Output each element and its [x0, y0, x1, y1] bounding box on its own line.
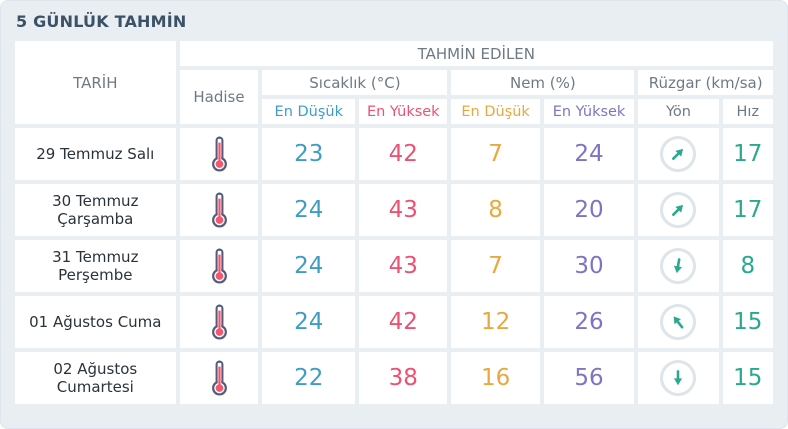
- header-temp-max: En Yüksek: [359, 99, 448, 124]
- wind-speed-cell: 17: [722, 128, 773, 180]
- thermometer-icon: [211, 192, 227, 228]
- header-humidity-max: En Yüksek: [543, 99, 635, 124]
- temp-min-cell: 24: [262, 184, 356, 236]
- humidity-max-cell: 30: [543, 240, 635, 292]
- wind-speed-cell: 8: [722, 240, 773, 292]
- wind-speed-cell: 15: [722, 296, 773, 348]
- header-wind-speed: Hız: [722, 99, 773, 124]
- table-row: 29 Temmuz Salı 23 42 7 24 17: [15, 128, 773, 180]
- humidity-max-cell: 56: [543, 352, 635, 404]
- date-cell: 30 Temmuz Çarşamba: [15, 184, 176, 236]
- wind-direction-icon: [660, 248, 697, 284]
- wind-speed-cell: 15: [722, 352, 773, 404]
- header-predicted: TAHMİN EDİLEN: [179, 41, 773, 66]
- temp-min-cell: 22: [262, 352, 356, 404]
- page-title: 5 GÜNLÜK TAHMİN: [16, 12, 187, 31]
- temp-max-cell: 43: [359, 184, 448, 236]
- wind-speed-cell: 17: [722, 184, 773, 236]
- event-cell: [179, 352, 259, 404]
- header-temp-min: En Düşük: [262, 99, 356, 124]
- header-wind-group: Rüzgar (km/sa): [638, 70, 773, 95]
- temp-max-cell: 43: [359, 240, 448, 292]
- humidity-max-cell: 26: [543, 296, 635, 348]
- temp-max-cell: 38: [359, 352, 448, 404]
- thermometer-icon: [211, 248, 227, 284]
- humidity-min-cell: 7: [451, 240, 540, 292]
- temp-min-cell: 24: [262, 296, 356, 348]
- date-cell: 02 Ağustos Cumartesi: [15, 352, 176, 404]
- date-cell: 29 Temmuz Salı: [15, 128, 176, 180]
- wind-direction-arrow-icon: [672, 148, 684, 160]
- wind-direction-icon: [660, 136, 697, 172]
- thermometer-icon: [211, 304, 227, 340]
- header-event: Hadise: [179, 70, 259, 124]
- wind-direction-cell: [638, 184, 719, 236]
- humidity-min-cell: 12: [451, 296, 540, 348]
- event-cell: [179, 128, 259, 180]
- event-cell: [179, 296, 259, 348]
- header-temperature-group: Sıcaklık (°C): [262, 70, 448, 95]
- table-row: 02 Ağustos Cumartesi 22 38 16 56 15: [15, 352, 773, 404]
- wind-direction-arrow-icon: [674, 258, 683, 274]
- table-row: 01 Ağustos Cuma 24 42 12 26 15: [15, 296, 773, 348]
- temp-max-cell: 42: [359, 296, 448, 348]
- date-cell: 31 Temmuz Perşembe: [15, 240, 176, 292]
- temp-min-cell: 23: [262, 128, 356, 180]
- wind-direction-arrow-icon: [674, 316, 684, 329]
- thermometer-icon: [211, 360, 227, 396]
- wind-direction-icon: [660, 304, 697, 340]
- table-row: 31 Temmuz Perşembe 24 43 7 30 8: [15, 240, 773, 292]
- event-cell: [179, 240, 259, 292]
- humidity-min-cell: 8: [451, 184, 540, 236]
- humidity-min-cell: 16: [451, 352, 540, 404]
- header-date: TARİH: [15, 41, 176, 124]
- event-cell: [179, 184, 259, 236]
- wind-direction-cell: [638, 128, 719, 180]
- temp-max-cell: 42: [359, 128, 448, 180]
- header-humidity-group: Nem (%): [451, 70, 635, 95]
- wind-direction-icon: [660, 192, 697, 228]
- date-cell: 01 Ağustos Cuma: [15, 296, 176, 348]
- forecast-table: TARİH TAHMİN EDİLEN Hadise Sıcaklık (°C)…: [11, 37, 777, 408]
- wind-direction-cell: [638, 240, 719, 292]
- humidity-max-cell: 24: [543, 128, 635, 180]
- wind-direction-icon: [660, 360, 697, 396]
- humidity-min-cell: 7: [451, 128, 540, 180]
- wind-direction-cell: [638, 296, 719, 348]
- wind-direction-cell: [638, 352, 719, 404]
- wind-direction-arrow-icon: [672, 204, 684, 216]
- table-row: 30 Temmuz Çarşamba 24 43 8 20 17: [15, 184, 773, 236]
- header-wind-direction: Yön: [638, 99, 719, 124]
- header-humidity-min: En Düşük: [451, 99, 540, 124]
- wind-direction-arrow-icon: [674, 370, 683, 386]
- temp-min-cell: 24: [262, 240, 356, 292]
- thermometer-icon: [211, 136, 227, 172]
- humidity-max-cell: 20: [543, 184, 635, 236]
